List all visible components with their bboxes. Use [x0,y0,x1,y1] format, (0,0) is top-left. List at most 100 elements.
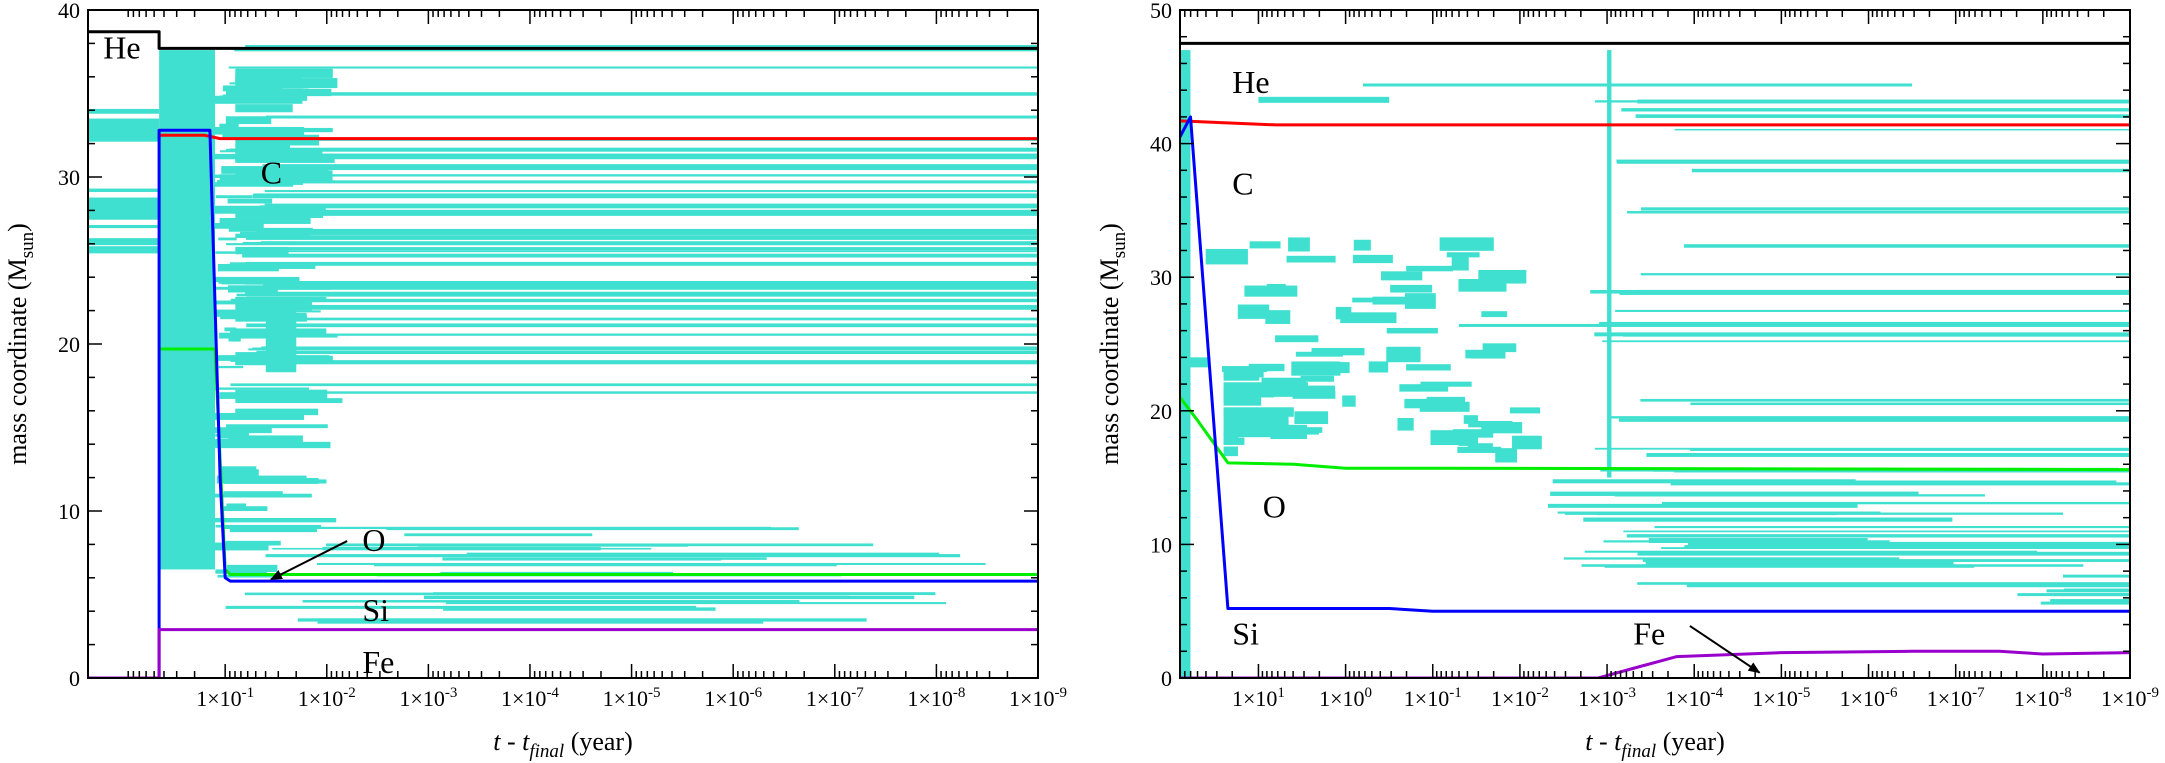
convective-zone [253,209,1038,213]
convective-zone [317,562,986,565]
convective-zone [235,126,305,136]
convective-zone [88,238,160,246]
convective-zone [265,554,961,558]
y-tick-label: 40 [1150,132,1172,157]
x-tick-label: 1×10-6 [1840,685,1898,711]
convective-zone [1645,560,1954,565]
convective-zone [88,246,160,254]
convective-zone [227,564,278,573]
convective-zone [245,236,1038,240]
convective-zone [1637,582,2130,585]
convective-zone [1381,271,1423,281]
left-boundary-lines [88,30,1038,678]
right-label-si: Si [1232,616,1259,652]
right-label-c: C [1232,165,1253,201]
convective-zone [249,391,1038,394]
convective-zone [1512,435,1542,450]
convective-zone [210,205,326,214]
left-pointer-arrow [269,540,348,581]
convective-zone [227,285,278,293]
convective-zone [1481,311,1508,318]
right-c-boundary-line [1180,119,2130,127]
convective-zone [1286,255,1336,263]
x-tick-label: 1×10-3 [1578,685,1636,711]
convective-zone [1363,83,1913,87]
x-tick-label: 1×10-5 [1752,685,1810,711]
convective-zone [1690,448,2130,451]
convective-zone [216,475,307,484]
convective-zone [1640,207,2130,211]
convective-zone [1599,321,2130,325]
convective-zone [1465,349,1495,359]
convective-zone [230,298,1038,303]
convective-zone [302,600,800,603]
convective-zone [1457,446,1502,453]
x-tick-label: 1×10-2 [298,685,356,711]
left-plot-area [88,10,1038,678]
left-x-axis-title: t - tfinal (year) [493,727,633,762]
convective-zone [212,412,305,420]
convective-zone [1640,398,2130,402]
convective-zone [215,569,268,574]
convective-zone [2063,588,2130,592]
x-tick-label: 1×10-7 [806,685,864,711]
x-tick-label: 1×10-7 [1927,685,1985,711]
convective-zone [1223,431,1239,444]
convective-zone [386,527,799,531]
convective-zone [1648,538,1868,543]
convective-zone [219,469,259,476]
convective-zone [1621,108,2130,112]
convective-zone [88,118,160,141]
right-si-boundary-line [1180,115,2130,613]
convective-zone [1683,244,2130,248]
convective-zone [404,533,593,537]
convective-zone [229,526,317,533]
convective-zone [257,317,1038,321]
convective-zone [1353,239,1371,251]
right-x-axis-title: t - tfinal (year) [1585,727,1725,762]
convective-zone [261,346,1038,349]
convective-zone [1352,297,1387,303]
convective-zone [241,166,1038,171]
convective-zone [225,116,272,125]
convective-zone [1223,427,1281,438]
convective-zone [1452,429,1494,438]
convective-zone [242,250,1038,253]
convective-zone [262,228,1038,232]
convective-zone [1594,100,2130,103]
convective-zone [1654,525,2130,529]
convective-zone [242,247,1038,251]
convective-zone [239,153,1038,157]
left-annotations: He C O Si Fe [103,29,394,680]
convective-zone [237,92,1038,95]
right-panel: 0 10 20 30 40 50 1×101 1×100 1×10-1 1×10-2 1×10-3 1… [1095,0,2159,762]
convective-zone [2040,601,2130,605]
convective-zone [252,194,1038,199]
convective-zone [1223,446,1238,457]
convective-zone [1584,550,2038,553]
x-tick-label: 1×10-9 [1009,685,1067,711]
convective-zone [317,620,764,624]
convective-zone [1661,547,2130,549]
convective-zone [219,123,239,130]
convective-zone [263,284,1038,289]
y-tick-label: 0 [1161,666,1172,691]
right-y-axis-title: mass coordinate (Msun) [1095,223,1130,465]
convective-zone [222,86,283,92]
convective-zone [466,552,940,556]
x-tick-label: 1×10-9 [2101,685,2159,711]
left-label-he: He [103,29,140,65]
convective-zone [227,198,273,204]
x-tick-label: 1×10-2 [1491,685,1549,711]
convective-zone [1222,366,1268,373]
convective-zone [1646,452,2130,457]
convective-zone [1614,494,1985,497]
convective-zone [242,241,1038,245]
left-ticks: 0 10 20 30 40 1×10-1 1×10-2 1×10-3 1×10-4 1×10-5 1… [58,0,1067,711]
y-tick-label: 30 [1150,265,1172,290]
x-tick-label: 1×101 [1232,685,1285,711]
convective-zone [1627,210,2130,214]
convective-zone [1661,501,2130,505]
x-tick-label: 1×10-3 [399,685,457,711]
right-annotations: He C O Si Fe [1232,64,1761,674]
